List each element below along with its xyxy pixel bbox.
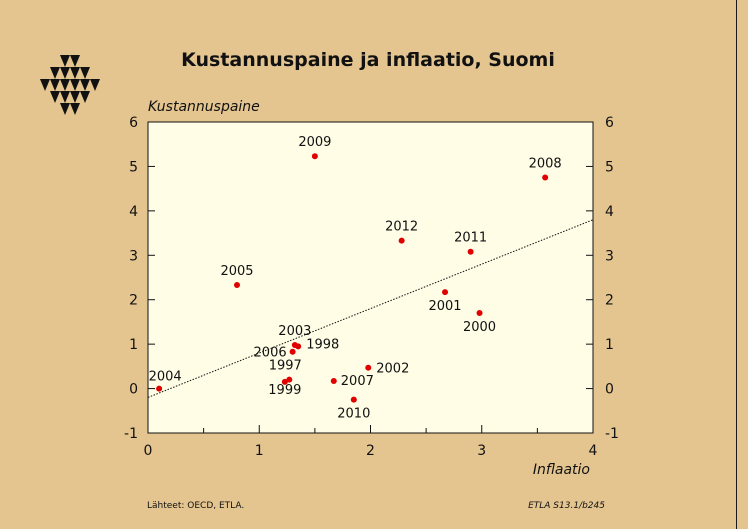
data-point bbox=[476, 310, 483, 317]
data-point bbox=[234, 282, 240, 289]
source-note: Lähteet: OECD, ETLA. bbox=[147, 501, 244, 511]
data-point bbox=[542, 174, 549, 181]
data-point bbox=[286, 376, 293, 383]
trendline bbox=[147, 219, 594, 398]
chart-title: Kustannuspaine ja inflaatio, Suomi bbox=[181, 49, 555, 71]
point-label: 1998 bbox=[306, 337, 339, 352]
data-point bbox=[311, 153, 318, 160]
figure-code: ETLA S13.1/b245 bbox=[528, 501, 605, 511]
data-point bbox=[365, 364, 372, 371]
point-label: 2007 bbox=[341, 374, 374, 389]
etla-logo bbox=[40, 55, 100, 115]
y-tick-label-right: 4 bbox=[605, 204, 614, 220]
x-tick-label: 2 bbox=[366, 443, 375, 459]
point-label: 2012 bbox=[385, 220, 418, 235]
data-point bbox=[350, 396, 357, 403]
data-point bbox=[281, 378, 288, 385]
y-tick-label-right: 3 bbox=[605, 248, 614, 264]
point-label: 2010 bbox=[337, 407, 370, 422]
plot-area bbox=[147, 121, 594, 434]
point-label: 2008 bbox=[529, 157, 562, 172]
point-label: 2000 bbox=[463, 320, 496, 335]
x-axis-title: Inflaatio bbox=[533, 462, 590, 478]
y-tick-label-right: 5 bbox=[605, 159, 614, 175]
y-tick-label-left: -1 bbox=[124, 426, 138, 442]
data-point bbox=[442, 289, 449, 296]
point-label: 2006 bbox=[254, 346, 287, 361]
point-label: 2005 bbox=[220, 264, 253, 279]
point-label: 2001 bbox=[428, 299, 461, 314]
y-tick-label-right: 1 bbox=[605, 337, 614, 353]
point-label: 2011 bbox=[454, 231, 487, 246]
data-point bbox=[330, 378, 337, 385]
point-label: 2009 bbox=[298, 135, 331, 150]
x-tick-label: 0 bbox=[144, 443, 153, 459]
y-tick-label-left: 0 bbox=[129, 382, 138, 398]
x-tick-label: 1 bbox=[255, 443, 264, 459]
point-label: 2003 bbox=[278, 324, 311, 339]
trendline-path bbox=[147, 219, 594, 398]
data-point bbox=[398, 237, 405, 244]
data-point bbox=[467, 248, 474, 255]
x-tick-label: 4 bbox=[589, 443, 598, 459]
data-point bbox=[291, 342, 298, 349]
data-point bbox=[289, 348, 296, 355]
y-tick-label-right: -1 bbox=[605, 426, 619, 442]
y-tick-label-left: 6 bbox=[129, 115, 138, 131]
y-tick-label-left: 1 bbox=[129, 337, 138, 353]
y-axis-title: Kustannuspaine bbox=[148, 99, 260, 115]
point-label: 1997 bbox=[269, 359, 302, 374]
y-tick-label-right: 0 bbox=[605, 382, 614, 398]
y-tick-label-left: 2 bbox=[129, 293, 138, 309]
x-tick-label: 3 bbox=[477, 443, 486, 459]
y-tick-label-right: 6 bbox=[605, 115, 614, 131]
point-label: 1999 bbox=[268, 383, 301, 398]
y-tick-label-left: 4 bbox=[129, 204, 138, 220]
y-tick-label-right: 2 bbox=[605, 293, 614, 309]
y-tick-label-left: 3 bbox=[129, 248, 138, 264]
y-tick-label-left: 5 bbox=[129, 159, 138, 175]
ticks: -1 -1 0 0 1 1 2 2 3 3 4 4 5 5 6 6 0 1 2 3 4 bbox=[124, 115, 619, 459]
point-label: 2004 bbox=[149, 370, 182, 385]
data-point bbox=[156, 385, 163, 392]
point-label: 2002 bbox=[376, 362, 409, 377]
